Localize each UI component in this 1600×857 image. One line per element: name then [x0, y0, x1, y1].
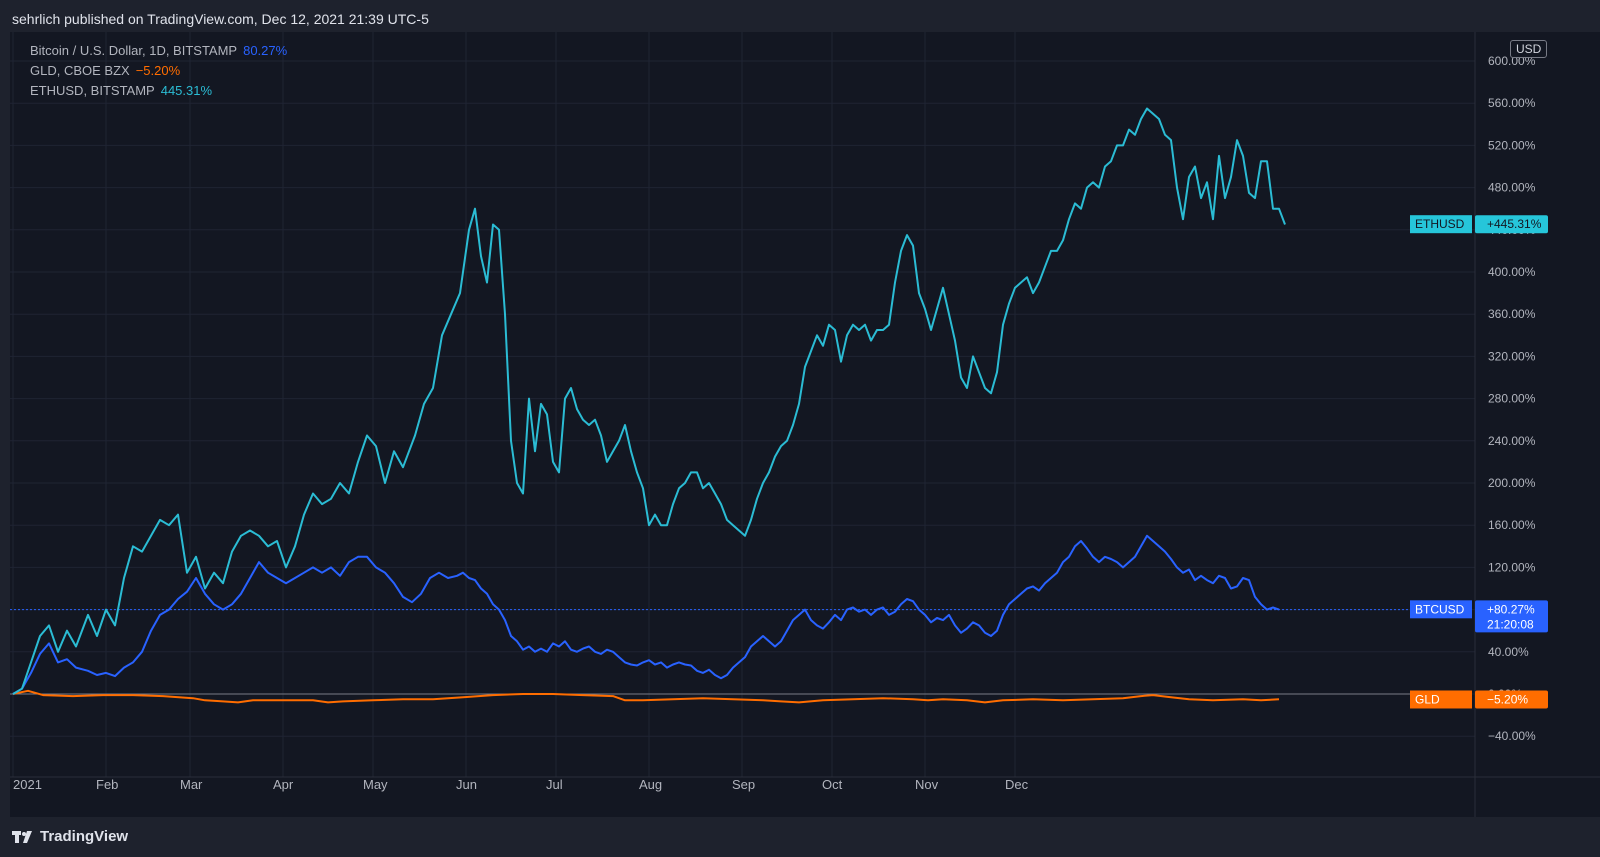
x-tick-label: Oct: [822, 777, 843, 792]
publish-header: sehrlich published on TradingView.com, D…: [0, 0, 1600, 38]
gld-symbol-label: GLD: [1415, 692, 1440, 706]
y-tick-label: 240.00%: [1488, 434, 1536, 448]
chart-canvas[interactable]: 600.00%560.00%520.00%480.00%440.00%400.0…: [10, 32, 1600, 817]
btc-line[interactable]: [12, 534, 1280, 695]
eth-tag: ETHUSD +445.31%: [1410, 215, 1548, 234]
x-tick-label: May: [363, 777, 388, 792]
currency-button[interactable]: USD: [1510, 40, 1548, 58]
btc-symbol-label: BTCUSD: [1415, 602, 1465, 616]
btc-value-label: +80.27%: [1487, 602, 1535, 616]
btc-countdown-label: 21:20:08: [1487, 617, 1534, 631]
x-tick-label: Aug: [639, 777, 662, 792]
gld-line[interactable]: [12, 689, 1280, 704]
gld-value-label: −5.20%: [1487, 692, 1528, 706]
publish-info: sehrlich published on TradingView.com, D…: [12, 11, 429, 27]
tradingview-logo[interactable]: TradingView: [12, 828, 128, 845]
x-tick-label: Nov: [915, 777, 939, 792]
gld-tag: GLD −5.20%: [1410, 690, 1548, 709]
y-tick-label: 400.00%: [1488, 265, 1536, 279]
y-tick-label: 560.00%: [1488, 96, 1536, 110]
tradingview-logo-icon: [12, 830, 32, 843]
y-tick-label: 200.00%: [1488, 476, 1536, 490]
eth-line[interactable]: [12, 107, 1286, 695]
y-tick-label: 280.00%: [1488, 392, 1536, 406]
x-tick-label: Mar: [180, 777, 203, 792]
btc-symbol-box: [1410, 600, 1472, 619]
legend-eth-value: 445.31%: [160, 83, 213, 98]
gld-symbol-box: [1410, 690, 1472, 709]
eth-value-box: [1475, 215, 1548, 234]
x-tick-label: Feb: [96, 777, 118, 792]
x-tick-label: Sep: [732, 777, 755, 792]
legend-btc-name: Bitcoin / U.S. Dollar, 1D, BITSTAMP: [30, 43, 238, 58]
x-tick-label: Jul: [546, 777, 563, 792]
x-tick-label: Apr: [273, 777, 294, 792]
legend-gld[interactable]: GLD, CBOE BZX −5.20%: [30, 63, 180, 78]
y-tick-label: 320.00%: [1488, 349, 1536, 363]
y-tick-label: 520.00%: [1488, 138, 1536, 152]
x-tick-label: Jun: [456, 777, 477, 792]
legend-btc[interactable]: Bitcoin / U.S. Dollar, 1D, BITSTAMP 80.27…: [30, 43, 287, 58]
legend-gld-value: −5.20%: [135, 63, 181, 78]
btc-value-box: [1475, 600, 1548, 633]
legend-eth[interactable]: ETHUSD, BITSTAMP 445.31%: [30, 83, 212, 98]
y-tick-label: 160.00%: [1488, 518, 1536, 532]
x-tick-label: 2021: [13, 777, 42, 792]
legend-btc-value: 80.27%: [243, 43, 288, 58]
y-tick-label: 120.00%: [1488, 560, 1536, 574]
btc-tag: BTCUSD +80.27%21:20:08: [1410, 600, 1548, 633]
chart-background: [10, 32, 1600, 817]
footer: TradingView: [0, 817, 1600, 857]
eth-symbol-label: ETHUSD: [1415, 217, 1465, 231]
eth-symbol-box: [1410, 215, 1472, 234]
y-tick-label: 480.00%: [1488, 181, 1536, 195]
y-tick-label: 360.00%: [1488, 307, 1536, 321]
y-tick-label: 40.00%: [1488, 645, 1529, 659]
legend-gld-name: GLD, CBOE BZX: [30, 63, 130, 78]
x-tick-label: Dec: [1005, 777, 1029, 792]
eth-value-label: +445.31%: [1487, 217, 1542, 231]
chart-pane[interactable]: 600.00%560.00%520.00%480.00%440.00%400.0…: [10, 32, 1600, 817]
y-tick-label: −40.00%: [1488, 729, 1536, 743]
legend-eth-name: ETHUSD, BITSTAMP: [30, 83, 155, 98]
gld-value-box: [1475, 690, 1548, 709]
brand-name: TradingView: [40, 828, 129, 845]
